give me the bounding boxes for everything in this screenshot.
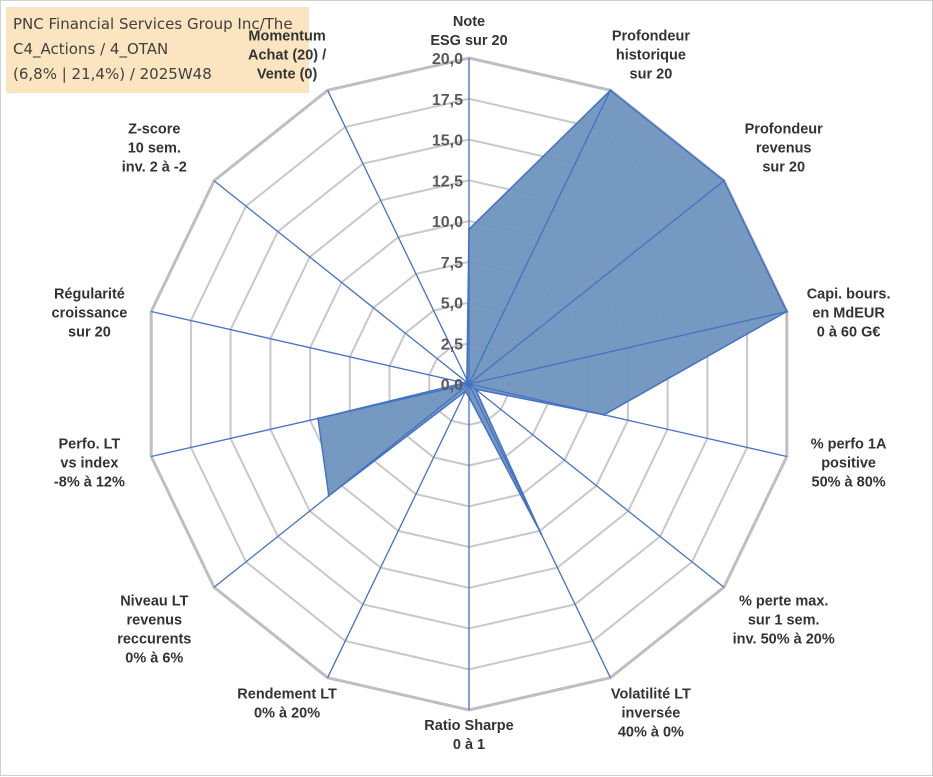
spoke-10 [151,383,470,458]
spoke-4 [468,383,787,458]
data-point-10 [316,417,320,420]
axis-label-8: Rendement LT 0% à 20% [237,687,337,722]
data-point-8 [464,390,467,393]
data-point-4 [602,413,606,416]
company-name: PNC Financial Services Group Inc/The [13,15,293,33]
tick-label-8: 20,0 [432,51,463,68]
tick-label-4: 10,0 [432,214,463,231]
axis-label-5: % perte max. sur 1 sem. inv. 50% à 20% [733,594,835,648]
info-box: PNC Financial Services Group Inc/The C4_… [6,7,309,93]
axis-label-7: Ratio Sharpe 0 à 1 [424,718,513,753]
portfolio-path: C4_Actions / 4_OTAN [13,40,169,58]
data-point-1 [609,89,612,92]
data-point-11 [463,381,466,385]
data-point-5 [474,387,477,391]
spoke-12 [213,180,470,385]
axis-label-1: Profondeur historique sur 20 [612,28,690,82]
spoke-6 [468,383,611,678]
data-point-2 [722,179,726,182]
tick-label-2: 5,0 [441,296,463,313]
performance-week: (6,8% | 21,4%) / 2025W48 [13,65,212,83]
spoke-13 [327,90,470,385]
spoke-1 [468,90,611,385]
tick-label-6: 15,0 [432,133,463,150]
data-point-9 [327,494,330,497]
spoke-2 [468,180,725,385]
axis-label-4: % perfo 1A positive 50% à 80% [811,436,887,490]
tick-label-1: 2,5 [441,336,463,353]
axis-label-2: Profondeur revenus sur 20 [745,122,823,176]
axis-label-11: Régularité croissance sur 20 [52,287,128,341]
data-point-3 [785,310,788,313]
axis-label-9: Niveau LT revenus reccurents 0% à 6% [117,594,191,667]
spoke-11 [151,310,470,385]
axis-label-0: Note ESG sur 20 [430,14,507,49]
spoke-3 [468,310,787,385]
axis-label-10: Perfo. LT vs index -8% à 12% [54,436,125,490]
data-point-0 [467,228,471,231]
axis-label-6: Volatilité LT inversée 40% à 0% [611,687,691,741]
axis-label-3: Capi. bours. en MdEUR 0 à 60 G€ [807,287,891,341]
tick-label-5: 12,5 [432,173,463,190]
data-point-12 [465,380,468,384]
data-point-7 [467,395,471,399]
tick-label-0: 0,0 [441,377,463,394]
tick-label-3: 7,5 [441,255,463,272]
spoke-8 [327,383,470,678]
spoke-9 [213,383,470,588]
data-point-6 [539,532,543,535]
axis-label-13: Momentum Achat (20) / Vente (0) [248,28,326,82]
axis-label-12: Z-score 10 sem. inv. 2 à -2 [122,122,187,176]
data-point-13 [465,378,469,381]
spoke-5 [468,383,725,588]
series-area [317,89,788,535]
tick-label-7: 17,5 [432,92,463,109]
